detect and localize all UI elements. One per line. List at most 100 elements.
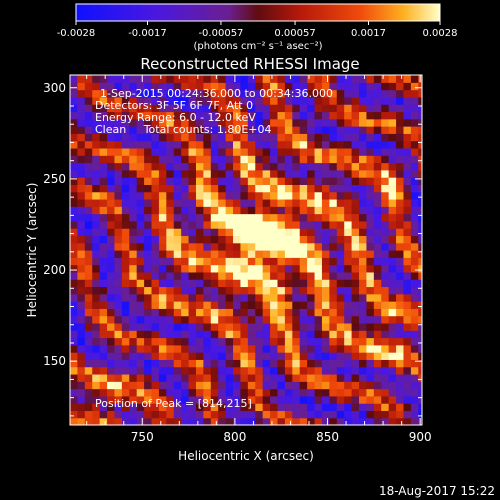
heatmap-cell (410, 147, 419, 156)
heatmap-cell (344, 410, 353, 419)
heatmap-cell (299, 403, 308, 412)
heatmap-cell (284, 235, 293, 244)
heatmap-cell (314, 352, 323, 360)
heatmap-cell (92, 133, 101, 142)
heatmap-cell (70, 395, 79, 404)
heatmap-cell (314, 228, 323, 237)
heatmap-cell (314, 257, 323, 266)
heatmap-cell (381, 213, 390, 222)
heatmap-cell (121, 169, 130, 178)
heatmap-cell (218, 155, 227, 164)
heatmap-cell (92, 410, 101, 419)
heatmap-cell (388, 169, 397, 178)
heatmap-cell (299, 366, 308, 375)
heatmap-cell (277, 250, 286, 258)
heatmap-cell (277, 75, 286, 83)
heatmap-cell (381, 264, 390, 273)
heatmap-cell (136, 359, 145, 368)
heatmap-cell (270, 96, 279, 105)
heatmap-cell (396, 169, 405, 178)
heatmap-cell (136, 111, 145, 120)
heatmap-cell (233, 111, 242, 120)
heatmap-cell (136, 191, 145, 200)
heatmap-cell (233, 75, 242, 83)
heatmap-cell (151, 330, 160, 339)
heatmap-cell (84, 410, 93, 419)
heatmap-cell (396, 322, 405, 331)
heatmap-cell (181, 403, 190, 412)
heatmap-cell (114, 366, 123, 375)
heatmap-cell (373, 140, 382, 149)
heatmap-cell (210, 75, 219, 83)
heatmap-cell (173, 147, 182, 156)
heatmap-cell (344, 213, 353, 222)
heatmap-cell (307, 366, 316, 375)
heatmap-cell (121, 250, 130, 258)
heatmap-cell (107, 293, 116, 302)
y-tick-label: 150 (43, 354, 66, 368)
heatmap-cell (84, 337, 93, 346)
heatmap-cell (210, 118, 219, 127)
heatmap-cell (114, 410, 123, 419)
heatmap-cell (410, 301, 419, 309)
heatmap-cell (292, 330, 301, 339)
heatmap-cell (366, 315, 375, 324)
heatmap-cell (84, 228, 93, 237)
heatmap-cell (218, 315, 227, 324)
heatmap-cell (307, 213, 316, 222)
heatmap-cell (99, 104, 108, 113)
heatmap-cell (359, 352, 368, 360)
heatmap-cell (70, 82, 79, 91)
heatmap-cell (166, 366, 175, 375)
heatmap-cell (359, 381, 368, 390)
heatmap-cell (195, 96, 204, 105)
heatmap-cell (321, 169, 330, 178)
heatmap-cell (277, 169, 286, 178)
heatmap-cell (329, 162, 338, 171)
heatmap-cell (107, 111, 116, 120)
heatmap-cell (381, 89, 390, 98)
heatmap-cell (270, 388, 279, 397)
heatmap-cell (299, 308, 308, 317)
heatmap-cell (151, 381, 160, 390)
heatmap-cell (181, 126, 190, 134)
heatmap-cell (299, 118, 308, 127)
heatmap-cell (210, 344, 219, 353)
heatmap-cell (151, 373, 160, 382)
heatmap-cell (292, 206, 301, 215)
heatmap-cell (136, 308, 145, 317)
heatmap-cell (336, 198, 345, 207)
heatmap-cell (173, 381, 182, 390)
heatmap-cell (418, 140, 422, 149)
heatmap-cell (381, 198, 390, 207)
heatmap-cell (158, 169, 167, 178)
heatmap-cell (247, 184, 256, 193)
heatmap-cell (240, 133, 249, 142)
heatmap-cell (151, 286, 160, 295)
heatmap-cell (218, 75, 227, 83)
heatmap-cell (121, 352, 130, 360)
heatmap-cell (225, 213, 234, 222)
heatmap-cell (225, 403, 234, 412)
heatmap-cell (247, 162, 256, 171)
heatmap-cell (247, 104, 256, 113)
heatmap-cell (329, 344, 338, 353)
heatmap-cell (203, 162, 212, 171)
heatmap-cell (262, 330, 271, 339)
heatmap-cell (299, 111, 308, 120)
heatmap-cell (321, 322, 330, 331)
heatmap-cell (410, 388, 419, 397)
heatmap-cell (388, 395, 397, 404)
heatmap-cell (144, 322, 153, 331)
heatmap-cell (121, 162, 130, 171)
heatmap-cell (255, 279, 264, 288)
heatmap-cell (314, 111, 323, 120)
heatmap-cell (84, 155, 93, 164)
heatmap-cell (307, 133, 316, 142)
axis-ticks (70, 75, 422, 425)
heatmap-cell (247, 403, 256, 412)
heatmap-cell (388, 330, 397, 339)
heatmap-cell (284, 410, 293, 419)
heatmap-cell (136, 75, 145, 83)
heatmap-cell (240, 118, 249, 127)
